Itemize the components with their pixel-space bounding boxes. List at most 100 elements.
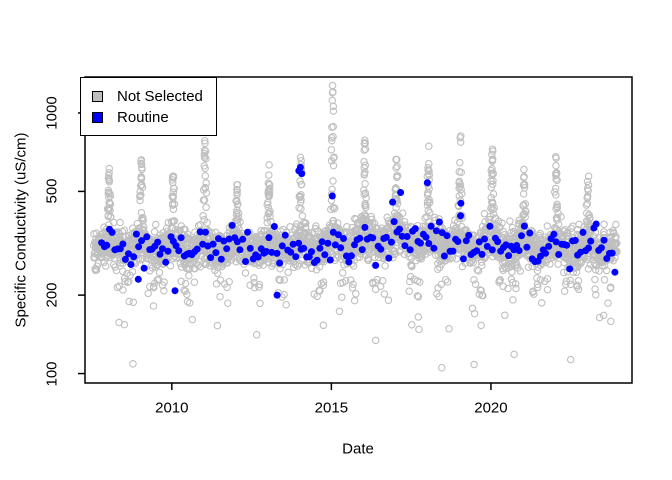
not-selected-point <box>533 280 542 289</box>
routine-point <box>579 228 587 236</box>
not-selected-point <box>137 208 146 217</box>
routine-point <box>204 242 212 250</box>
not-selected-point <box>584 172 593 181</box>
routine-point <box>526 229 534 237</box>
routine-point <box>143 233 151 241</box>
not-selected-point <box>413 292 422 300</box>
routine-point <box>475 238 483 246</box>
not-selected-point <box>353 218 362 227</box>
not-selected-point <box>371 336 380 345</box>
routine-point <box>334 231 342 239</box>
routine-point <box>422 233 430 241</box>
not-selected-point <box>266 207 274 216</box>
plot-border <box>84 76 633 384</box>
not-selected-point <box>185 299 194 307</box>
routine-point <box>119 240 127 248</box>
not-selected-point <box>201 136 209 145</box>
not-selected-point <box>521 200 530 208</box>
not-selected-point <box>292 220 301 228</box>
not-selected-point <box>296 153 305 162</box>
routine-point <box>435 218 443 226</box>
routine-point <box>542 249 549 257</box>
routine-point <box>281 231 289 239</box>
not-selected-point <box>166 262 175 270</box>
routine-point <box>228 221 236 229</box>
not-selected-point <box>508 223 517 232</box>
not-selected-point <box>595 313 604 322</box>
not-selected-point <box>612 220 620 229</box>
routine-point <box>523 243 531 251</box>
not-selected-point <box>392 184 400 192</box>
not-selected-point <box>168 176 177 184</box>
routine-point <box>273 249 281 257</box>
not-selected-point <box>607 317 615 326</box>
not-selected-point <box>280 290 288 299</box>
not-selected-point <box>302 219 310 227</box>
not-selected-point <box>504 284 512 293</box>
not-selected-point <box>408 262 416 271</box>
routine-point <box>316 244 324 252</box>
not-selected-point <box>380 290 389 298</box>
not-selected-point <box>105 176 113 184</box>
not-selected-point <box>541 277 549 286</box>
not-selected-point <box>201 172 210 180</box>
not-selected-point <box>516 267 525 275</box>
routine-point <box>242 258 249 265</box>
routine-point <box>390 218 398 226</box>
routine-point <box>300 244 308 252</box>
not-selected-point <box>310 290 318 298</box>
routine-point <box>345 258 353 266</box>
not-selected-point <box>583 221 592 229</box>
routine-point <box>135 243 143 251</box>
not-selected-point <box>280 276 289 284</box>
not-selected-point <box>293 262 302 270</box>
routine-point <box>340 235 347 242</box>
routine-point <box>343 252 350 260</box>
not-selected-point <box>297 190 305 199</box>
not-selected-point <box>456 182 464 191</box>
not-selected-point <box>202 203 210 212</box>
legend-item-label: Not Selected <box>117 87 203 105</box>
not-selected-point <box>519 190 528 198</box>
not-selected-point <box>202 189 211 197</box>
not-selected-point <box>600 276 609 284</box>
not-selected-point <box>360 186 368 194</box>
not-selected-point <box>512 284 520 293</box>
not-selected-point <box>169 172 178 181</box>
routine-point <box>382 233 390 241</box>
not-selected-point <box>425 170 433 179</box>
not-selected-point <box>285 236 294 244</box>
not-selected-point <box>275 275 283 284</box>
routine-point <box>262 248 270 255</box>
routine-point <box>459 255 467 263</box>
not-selected-point <box>456 158 464 167</box>
routine-point <box>411 225 419 233</box>
not-selected-point <box>424 163 432 172</box>
not-selected-point <box>488 145 497 153</box>
not-selected-point <box>393 172 401 180</box>
not-selected-point <box>543 255 552 264</box>
not-selected-point <box>528 288 537 296</box>
not-selected-point <box>129 360 137 368</box>
not-selected-point <box>553 203 562 212</box>
routine-point <box>597 244 605 252</box>
not-selected-point <box>177 277 185 286</box>
routine-point <box>515 247 523 254</box>
routine-point <box>125 250 132 258</box>
not-selected-point <box>466 259 475 267</box>
not-selected-point <box>553 176 561 185</box>
not-selected-point <box>474 267 483 275</box>
not-selected-point <box>551 184 560 193</box>
routine-point <box>292 253 300 261</box>
not-selected-point <box>360 157 368 166</box>
legend: Not Selected Routine <box>80 77 217 136</box>
not-selected-point <box>224 299 232 307</box>
not-selected-point <box>104 188 113 197</box>
not-selected-point <box>169 184 178 193</box>
not-selected-point <box>360 139 369 148</box>
not-selected-point <box>263 200 271 209</box>
y-axis-tick-label: 100 <box>43 361 61 387</box>
not-selected-point <box>584 181 593 189</box>
not-selected-point <box>155 268 164 277</box>
